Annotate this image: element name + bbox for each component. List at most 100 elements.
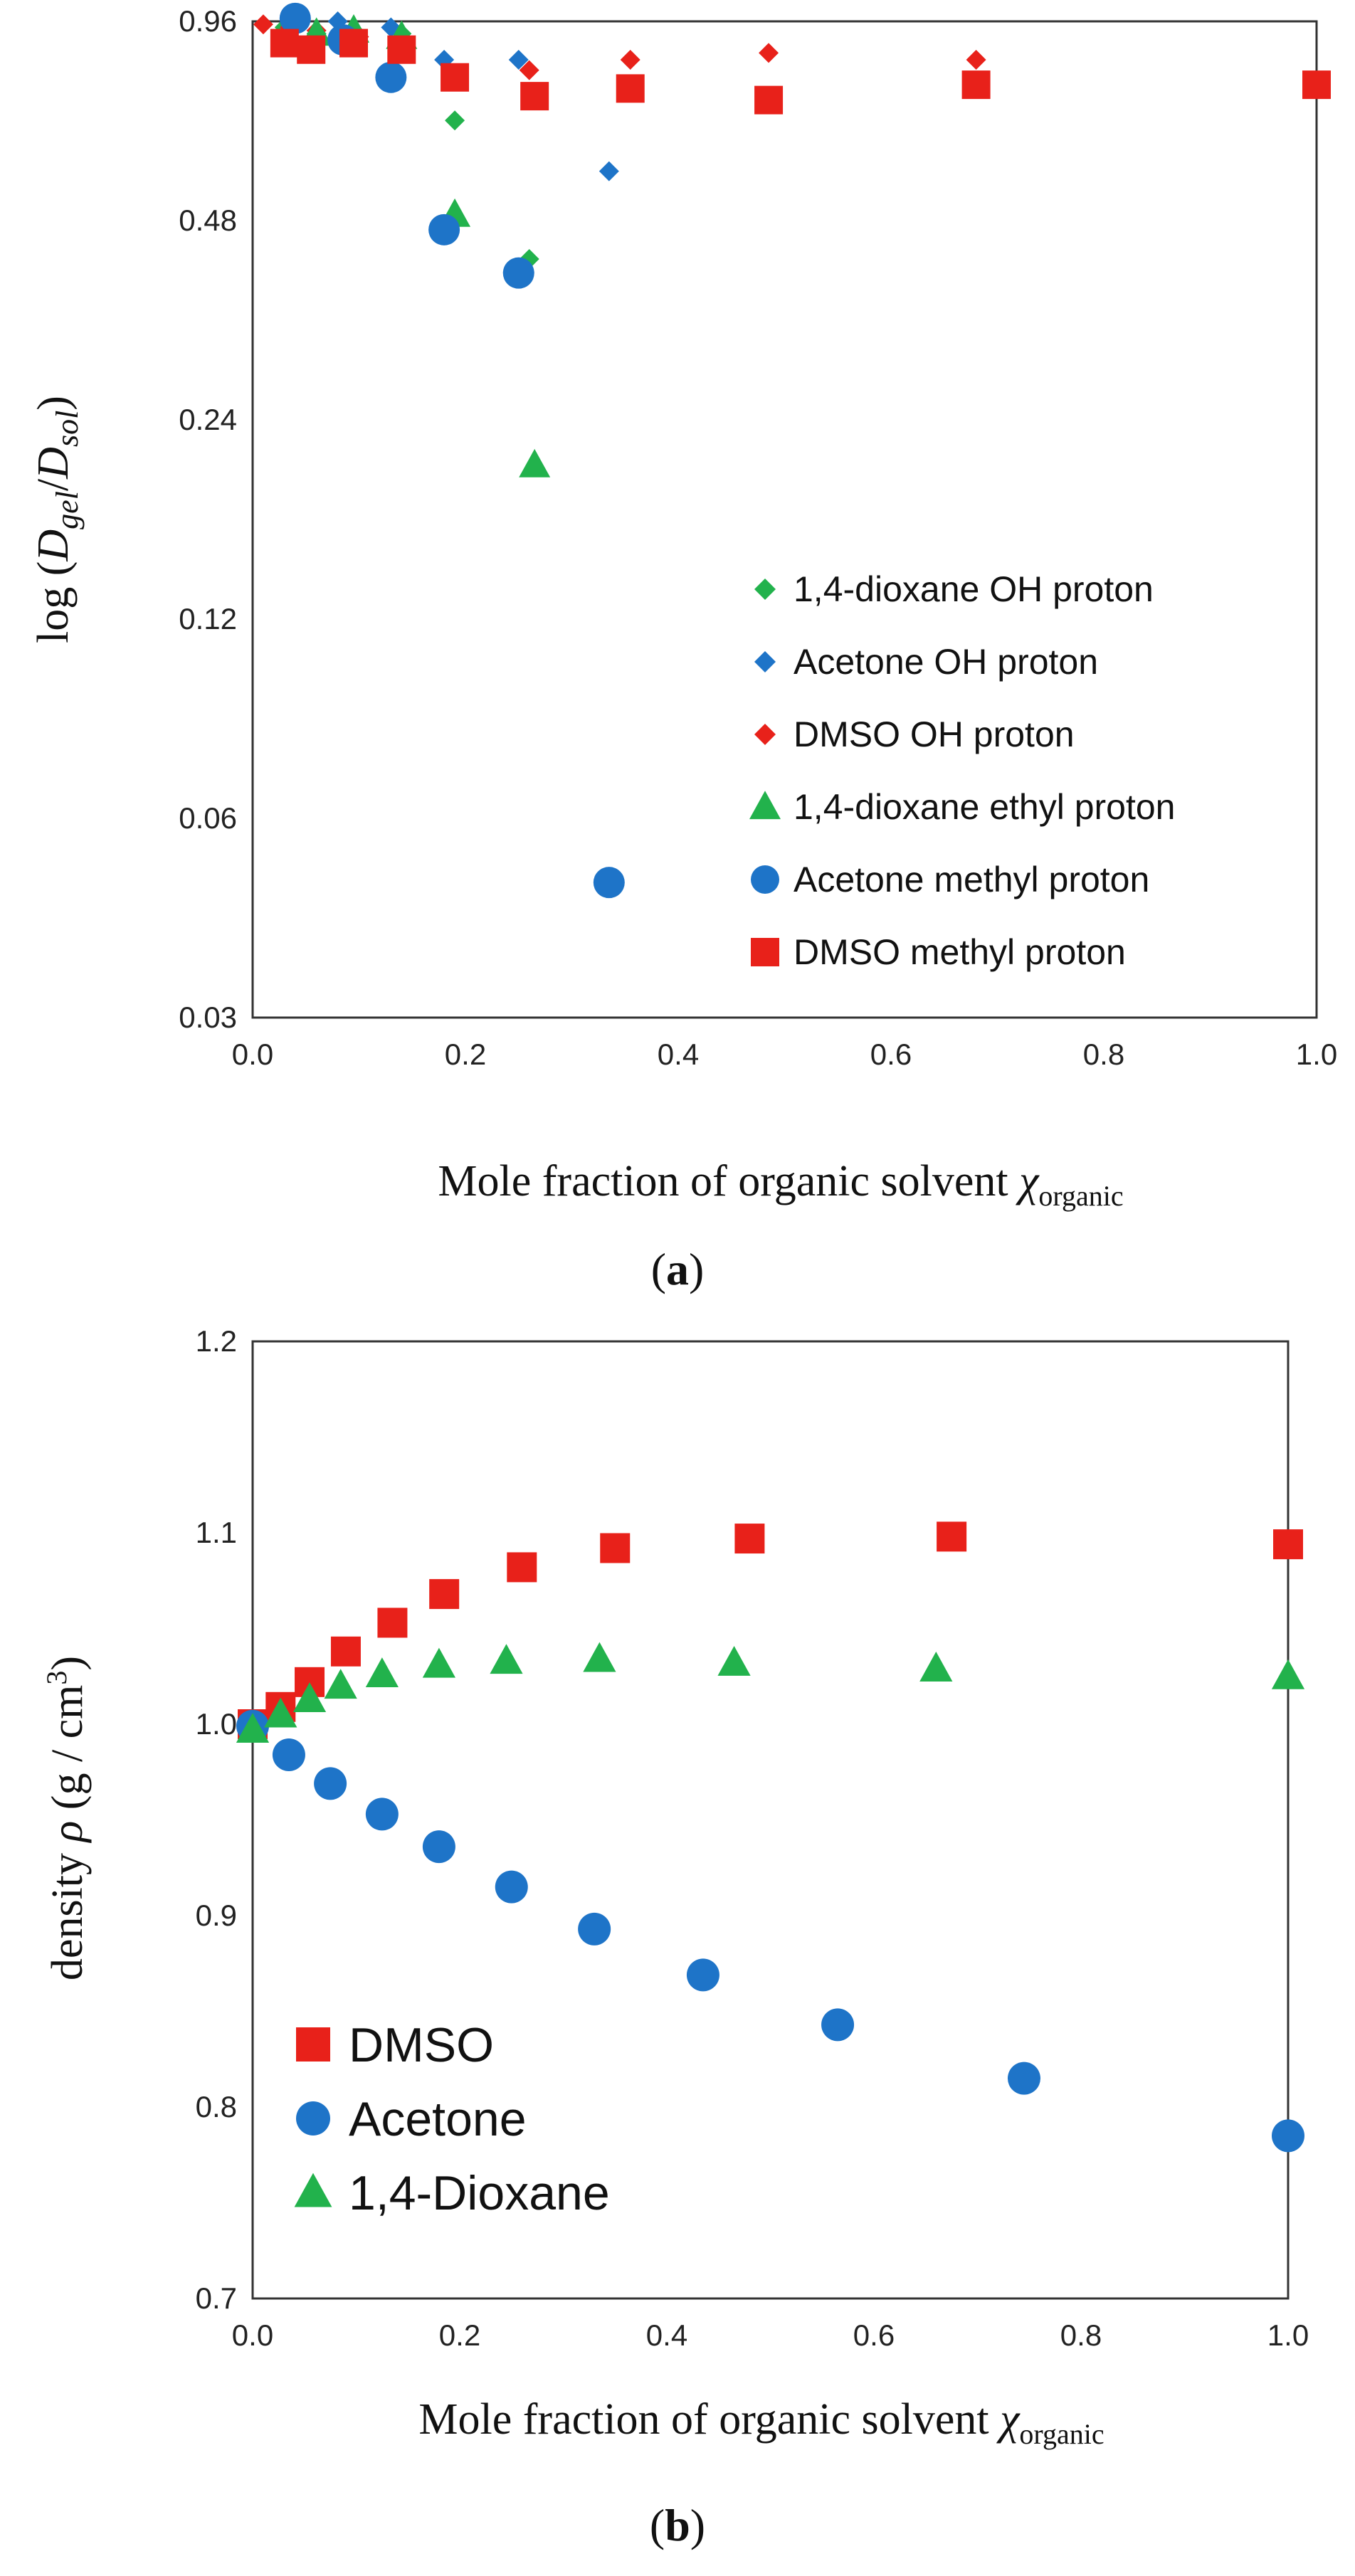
- data-point: [272, 1738, 305, 1772]
- legend-a: 1,4-dioxane OH proton Acetone OH proton DM…: [749, 569, 1175, 972]
- data-point: [1271, 1659, 1305, 1689]
- data-points-b: [236, 1521, 1305, 2153]
- data-point: [375, 61, 407, 93]
- legend-label: Acetone methyl proton: [794, 860, 1149, 899]
- chart-panel-b: 1.2 1.1 1.0 0.9 0.8 0.7 0.0 0.2 0.4 0.6 0.8 1.0 DM…: [41, 1324, 1309, 2550]
- legend-marker: [754, 724, 776, 745]
- data-point: [324, 1669, 357, 1699]
- legend-marker: [296, 2027, 330, 2062]
- data-point: [495, 1870, 528, 1904]
- x-tick-label: 0.0: [232, 2318, 273, 2352]
- legend-marker: [751, 938, 779, 966]
- y-tick-label: 0.06: [179, 801, 237, 835]
- y-tick-label: 0.24: [179, 403, 237, 436]
- data-point: [686, 1958, 719, 1992]
- legend-marker: [294, 2173, 332, 2207]
- x-tick-label: 1.0: [1296, 1038, 1337, 1071]
- data-point: [502, 257, 534, 289]
- data-point: [292, 1682, 327, 1712]
- x-axis-label-b: Mole fraction of organic solvent χorgani…: [418, 2395, 1104, 2450]
- x-axis-label-a: Mole fraction of organic solvent χorgani…: [438, 1157, 1123, 1212]
- legend-label: 1,4-dioxane OH proton: [794, 569, 1154, 609]
- legend-b: DMSO Acetone 1,4-Dioxane: [294, 2018, 610, 2220]
- data-point: [583, 1642, 616, 1672]
- panel-label-a: (a): [651, 1244, 705, 1294]
- data-point: [445, 110, 465, 131]
- data-point: [422, 1830, 455, 1864]
- y-tick-label: 0.8: [196, 2090, 237, 2123]
- y-tick-label: 0.03: [179, 1001, 237, 1034]
- x-tick-label: 0.8: [1060, 2318, 1102, 2352]
- legend-label: DMSO OH proton: [794, 714, 1075, 754]
- legend-label: DMSO: [349, 2018, 494, 2072]
- data-point: [490, 1644, 523, 1674]
- data-point: [1273, 1529, 1303, 1560]
- plot-frame-b: [251, 1340, 1290, 2300]
- y-tick-label: 1.2: [196, 1324, 237, 1358]
- data-point: [937, 1521, 967, 1552]
- data-point: [734, 1524, 765, 1554]
- data-point: [279, 2, 311, 34]
- data-point: [1272, 2119, 1304, 2153]
- y-tick-label: 0.9: [196, 1899, 237, 1932]
- data-point: [717, 1645, 751, 1676]
- x-tick-label: 0.2: [439, 2318, 480, 2352]
- x-tick-label: 0.4: [646, 2318, 687, 2352]
- legend-marker: [749, 791, 781, 820]
- plot-frame-a: [251, 20, 1318, 1019]
- data-point: [961, 70, 991, 100]
- data-point: [616, 74, 645, 103]
- legend-marker: [754, 651, 776, 672]
- y-tick-label: 0.7: [196, 2281, 237, 2315]
- legend-marker: [754, 579, 776, 600]
- x-tick-label: 0.8: [1083, 1038, 1124, 1071]
- data-point: [297, 35, 326, 64]
- y-tick-labels-a: 0.96 0.48 0.24 0.12 0.06 0.03: [179, 4, 237, 1034]
- legend-label: DMSO methyl proton: [794, 932, 1126, 972]
- data-point: [1007, 2062, 1040, 2095]
- data-point: [578, 1912, 611, 1946]
- data-point: [330, 1636, 361, 1667]
- panel-label-b: (b): [650, 2500, 705, 2550]
- data-point: [236, 1713, 270, 1743]
- data-point: [264, 1697, 297, 1728]
- data-point: [339, 28, 369, 58]
- data-point: [519, 60, 539, 80]
- data-point: [1302, 70, 1331, 100]
- y-tick-label: 0.48: [179, 204, 237, 237]
- data-point: [422, 1647, 455, 1678]
- data-point: [365, 1657, 399, 1688]
- y-tick-label: 1.1: [196, 1516, 237, 1549]
- data-point: [519, 448, 551, 477]
- data-point: [507, 1552, 537, 1583]
- data-point: [365, 1798, 399, 1831]
- data-point: [429, 1579, 460, 1610]
- legend-label: 1,4-Dioxane: [349, 2166, 610, 2220]
- y-axis-label-b: density ρ (g / cm3): [41, 1656, 92, 1980]
- data-point: [620, 49, 640, 70]
- data-point: [428, 213, 460, 246]
- y-axis-label-a: log (Dgel/Dsol): [29, 396, 85, 643]
- data-point: [441, 63, 470, 92]
- x-tick-label: 0.0: [232, 1038, 273, 1071]
- data-point: [599, 161, 619, 181]
- data-point: [821, 2008, 855, 2042]
- y-tick-label: 1.0: [196, 1707, 237, 1741]
- legend-label: Acetone OH proton: [794, 642, 1098, 682]
- x-tick-labels-a: 0.0 0.2 0.4 0.6 0.8 1.0: [232, 1038, 1337, 1071]
- chart-panel-a: 0.96 0.48 0.24 0.12 0.06 0.03 0.0 0.2 0.4 0.6 0.8…: [29, 2, 1337, 1294]
- data-point: [754, 85, 784, 115]
- legend-label: Acetone: [349, 2092, 527, 2146]
- y-tick-labels-b: 1.2 1.1 1.0 0.9 0.8 0.7: [196, 1324, 237, 2315]
- data-point: [387, 35, 416, 64]
- x-tick-label: 0.2: [445, 1038, 486, 1071]
- data-point: [600, 1533, 631, 1563]
- data-point: [253, 14, 273, 35]
- legend-marker: [296, 2101, 330, 2136]
- x-tick-labels-b: 0.0 0.2 0.4 0.6 0.8 1.0: [232, 2318, 1309, 2352]
- data-point: [919, 1652, 953, 1682]
- data-point: [377, 1608, 408, 1638]
- data-point: [314, 1767, 347, 1800]
- x-tick-label: 0.6: [853, 2318, 895, 2352]
